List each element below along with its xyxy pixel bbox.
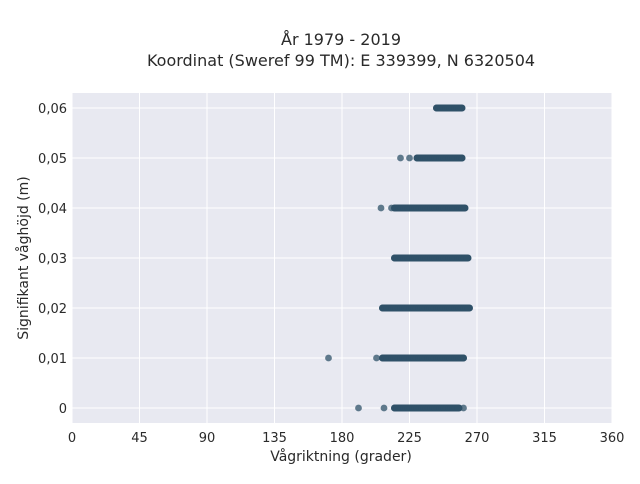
- chart-subtitle: Koordinat (Sweref 99 TM): E 339399, N 63…: [147, 51, 535, 70]
- data-point: [380, 404, 388, 412]
- data-point: [464, 304, 472, 312]
- x-tick-label: 180: [330, 431, 355, 446]
- data-point: [458, 154, 466, 162]
- data-point: [457, 104, 465, 112]
- x-tick-label: 225: [397, 431, 422, 446]
- data-point: [460, 404, 467, 412]
- data-point: [406, 154, 413, 162]
- y-tick-label: 0,01: [38, 352, 67, 367]
- data-point: [460, 354, 467, 362]
- data-point: [463, 254, 470, 262]
- y-tick-labels: 0 0,01 0,02 0,03 0,04 0,05 0,06: [38, 102, 67, 417]
- y-tick-label: 0,04: [38, 202, 67, 217]
- x-tick-label: 360: [600, 431, 625, 446]
- data-point: [460, 204, 468, 212]
- y-tick-label: 0,02: [38, 302, 67, 317]
- y-tick-label: 0,06: [38, 102, 67, 117]
- y-tick-label: 0,05: [38, 152, 67, 167]
- x-tick-labels: 0 45 90 135 180 225 270 315 360: [68, 431, 625, 446]
- x-tick-label: 315: [532, 431, 557, 446]
- y-tick-label: 0,03: [38, 252, 67, 267]
- x-tick-label: 0: [68, 431, 76, 446]
- data-point: [454, 404, 461, 412]
- y-tick-label: 0: [59, 402, 67, 417]
- x-tick-label: 45: [131, 431, 148, 446]
- scatter-points: [325, 154, 467, 412]
- x-tick-label: 135: [262, 431, 287, 446]
- point-bands: [379, 104, 473, 412]
- data-point: [388, 204, 395, 212]
- data-point: [397, 154, 404, 162]
- data-point: [325, 354, 332, 362]
- x-axis-label: Vågriktning (grader): [270, 448, 412, 465]
- y-axis-label: Signifikant våghöjd (m): [15, 176, 32, 339]
- data-point: [355, 404, 362, 412]
- data-point: [377, 204, 385, 212]
- x-tick-label: 270: [465, 431, 490, 446]
- data-point: [373, 354, 380, 362]
- chart-title: År 1979 - 2019: [281, 30, 401, 49]
- x-tick-label: 90: [199, 431, 216, 446]
- grid: [71, 93, 613, 423]
